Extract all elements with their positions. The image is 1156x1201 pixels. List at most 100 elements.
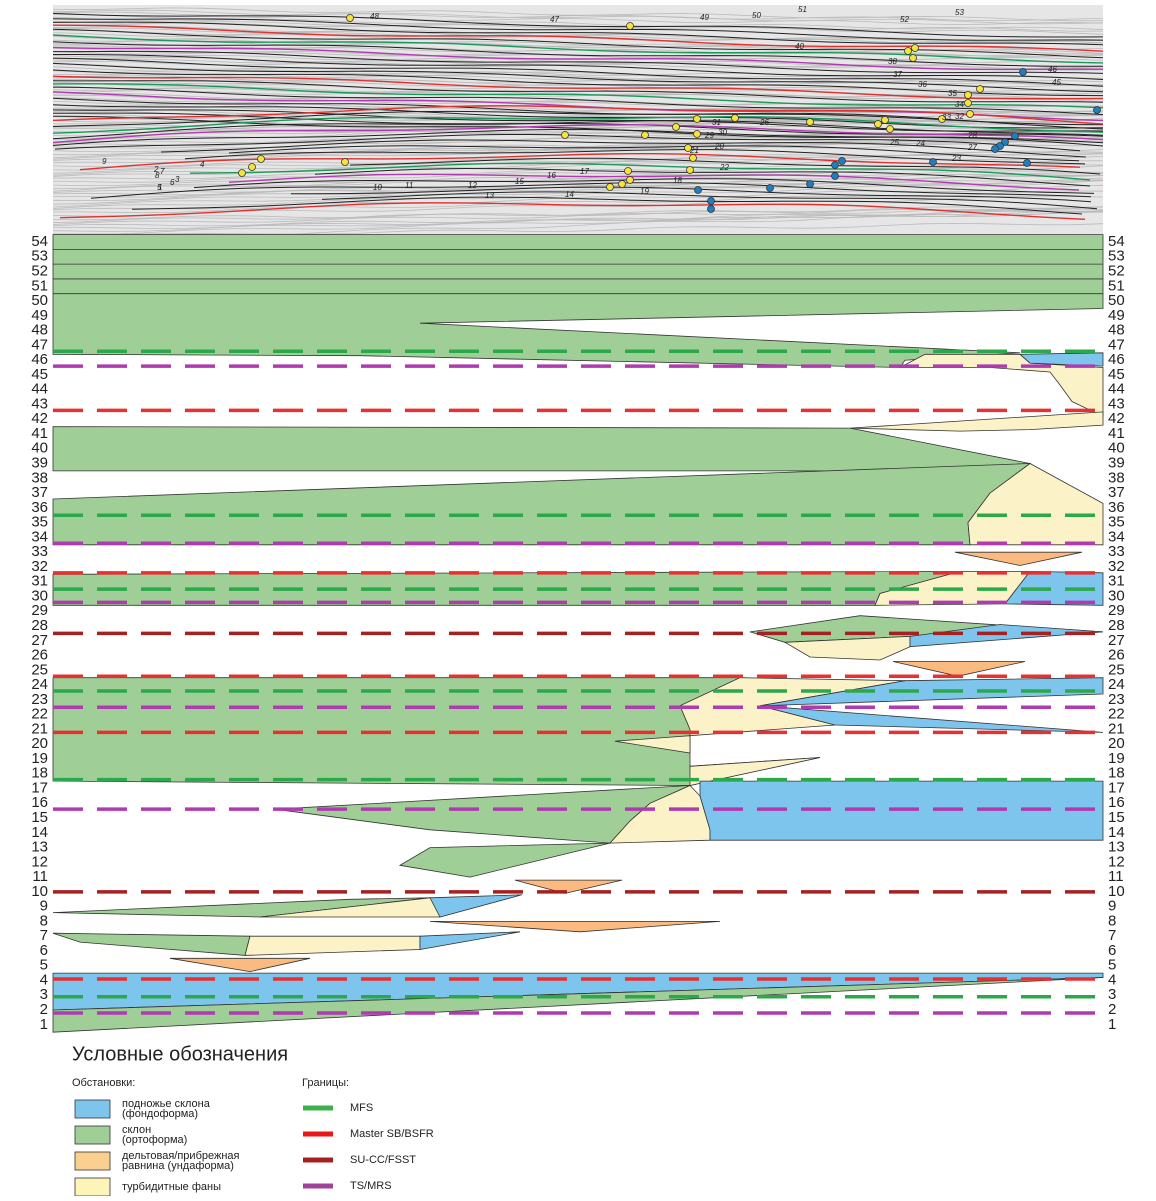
seismic-dot [882,117,889,124]
seismic-horizon-label: 45 [1052,78,1061,87]
seismic-horizon-label: 32 [955,112,964,121]
seismic-dot [690,155,697,162]
page: 4847495051525346454038373635343332313029… [0,0,1156,1196]
seismic-horizon-label: 23 [951,154,961,163]
seismic-dot [619,181,626,188]
seismic-horizon-label: 22 [719,163,729,172]
seismic-dot [965,92,972,99]
legend-label: TS/MRS [350,1180,392,1192]
seismic-horizon-label: 34 [955,100,964,109]
seismic-horizon-label: 47 [550,15,559,24]
legend-group-title: Обстановки: [72,1077,135,1089]
seismic-dot [642,132,649,139]
legend-swatch [75,1152,110,1170]
seismic-horizon-label: 17 [580,167,589,176]
seismic-horizon-label: 38 [888,57,897,66]
legend-label: MFS [350,1102,373,1114]
row-label: 1 [40,1016,48,1033]
seismic-horizon-label: 40 [795,42,804,51]
facies-area [955,552,1082,565]
seismic-horizon-label: 2 [153,165,159,174]
seismic-dot [1020,69,1027,76]
seismic-dot [912,45,919,52]
seismic-dot [1012,133,1019,140]
seismic-horizon-label: 12 [468,181,477,190]
seismic-dot [807,119,814,126]
seismic-horizon-label: 11 [405,181,413,190]
seismic-horizon-label: 16 [547,171,556,180]
seismic-dot [342,159,349,166]
seismic-horizon-label: 14 [565,190,574,199]
seismic-horizon-label: 24 [915,139,925,148]
seismic-horizon-label: 19 [640,187,649,196]
seismic-dot [1094,107,1101,114]
seismic-horizon-label: 53 [955,8,964,17]
seismic-dot [687,167,694,174]
seismic-dot [965,100,972,107]
seismic-dot [1024,160,1031,167]
seismic-horizon-label: 51 [798,5,807,14]
seismic-horizon-label: 31 [712,118,721,127]
seismic-dot [239,170,246,177]
seismic-horizon-label: 21 [689,146,699,155]
seismic-dot [832,173,839,180]
seismic-horizon-label: 20 [714,142,724,151]
legend: Условные обозначения Обстановки: Границы… [72,1043,434,1196]
seismic-dot [627,23,634,30]
seismic-dot [607,184,614,191]
legend-label: (фондоформа) [122,1108,198,1120]
facies-area [53,427,1030,471]
seismic-horizon-label: 3 [175,175,180,184]
seismic-horizon-label: 18 [673,176,682,185]
seismic-horizon-label: 15 [515,177,524,186]
seismic-dot [767,185,774,192]
seismic-horizon-label: 7 [160,167,165,176]
seismic-dot [249,164,256,171]
seismic-dot [905,48,912,55]
seismic-dot [875,121,882,128]
seismic-horizon-label: 48 [370,12,379,21]
seismic-horizon-label: 27 [967,143,977,152]
seismic-horizon-label: 28 [967,131,977,140]
seismic-dot [910,55,917,62]
seismic-horizon-label: 30 [718,128,727,137]
seismic-horizon-label: 52 [900,15,909,24]
seismic-horizon-label: 9 [102,157,107,166]
seismic-horizon-label: 50 [752,11,761,20]
facies-area [53,464,1030,545]
seismic-dot [708,206,715,213]
facies-area [850,412,1103,431]
seismic-dot [992,146,999,153]
row-label: 1 [1108,1016,1116,1033]
facies-area [430,895,522,917]
seismic-horizon-label: 26 [759,118,769,127]
seismic-dot [887,126,894,133]
seismic-dot [977,86,984,93]
seismic-dot [695,187,702,194]
wheeler-diagram: 5454535352525151505049494848474746464545… [31,233,1124,1033]
seismic-dot [694,116,701,123]
legend-title: Условные обозначения [72,1043,288,1065]
facies-area [400,843,610,877]
seismic-horizon-label: 13 [485,191,494,200]
seismic-dot [562,132,569,139]
legend-group-title: Границы: [302,1077,349,1089]
facies-area [893,662,1025,677]
seismic-dot [839,158,846,165]
seismic-dot [694,131,701,138]
seismic-horizon-label: 4 [200,160,205,169]
seismic-horizon-label: 49 [700,13,709,22]
legend-swatch [75,1126,110,1144]
seismic-dot [627,177,634,184]
seismic-horizon-label: 29 [704,131,714,140]
seismic-dot [832,162,839,169]
seismic-horizon-label: 36 [918,80,927,89]
facies-area [53,933,250,955]
legend-label: турбидитные фаны [122,1181,221,1193]
legend-swatch [75,1100,110,1118]
seismic-dot [258,156,265,163]
seismic-horizon-label: 37 [893,70,902,79]
seismic-dot [967,111,974,118]
facies-area [53,235,1103,368]
seismic-dot [807,181,814,188]
